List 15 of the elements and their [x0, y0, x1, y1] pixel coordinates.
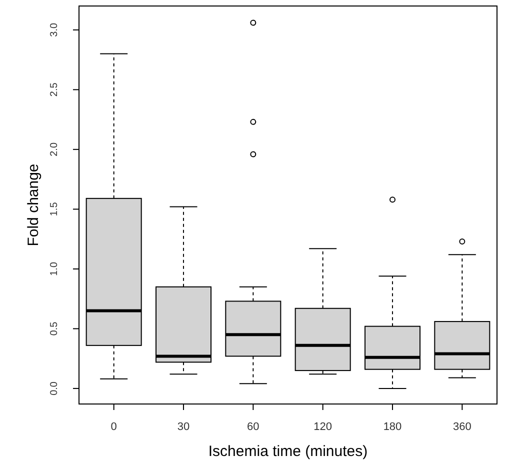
- x-tick-label: 360: [452, 421, 472, 433]
- y-tick-label: 2.0: [49, 142, 60, 156]
- y-tick-label: 1.5: [49, 202, 60, 216]
- y-tick-label: 1.0: [49, 262, 60, 276]
- x-tick-label: 60: [247, 421, 260, 433]
- x-tick-label: 0: [110, 421, 117, 433]
- x-tick-label: 180: [383, 421, 402, 433]
- x-axis-title: Ischemia time (minutes): [208, 443, 368, 460]
- x-tick-label: 120: [314, 421, 332, 433]
- y-tick-label: 2.5: [49, 82, 60, 97]
- x-tick-label: 30: [177, 421, 190, 433]
- y-axis-title: Fold change: [25, 164, 42, 246]
- y-tick-label: 0.0: [49, 381, 60, 396]
- y-tick-label: 0.5: [49, 321, 60, 336]
- y-tick-label: 3.0: [49, 22, 60, 37]
